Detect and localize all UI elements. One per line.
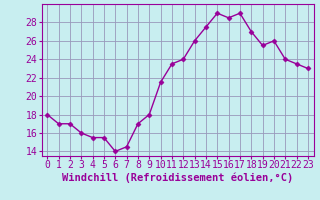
X-axis label: Windchill (Refroidissement éolien,°C): Windchill (Refroidissement éolien,°C)	[62, 173, 293, 183]
